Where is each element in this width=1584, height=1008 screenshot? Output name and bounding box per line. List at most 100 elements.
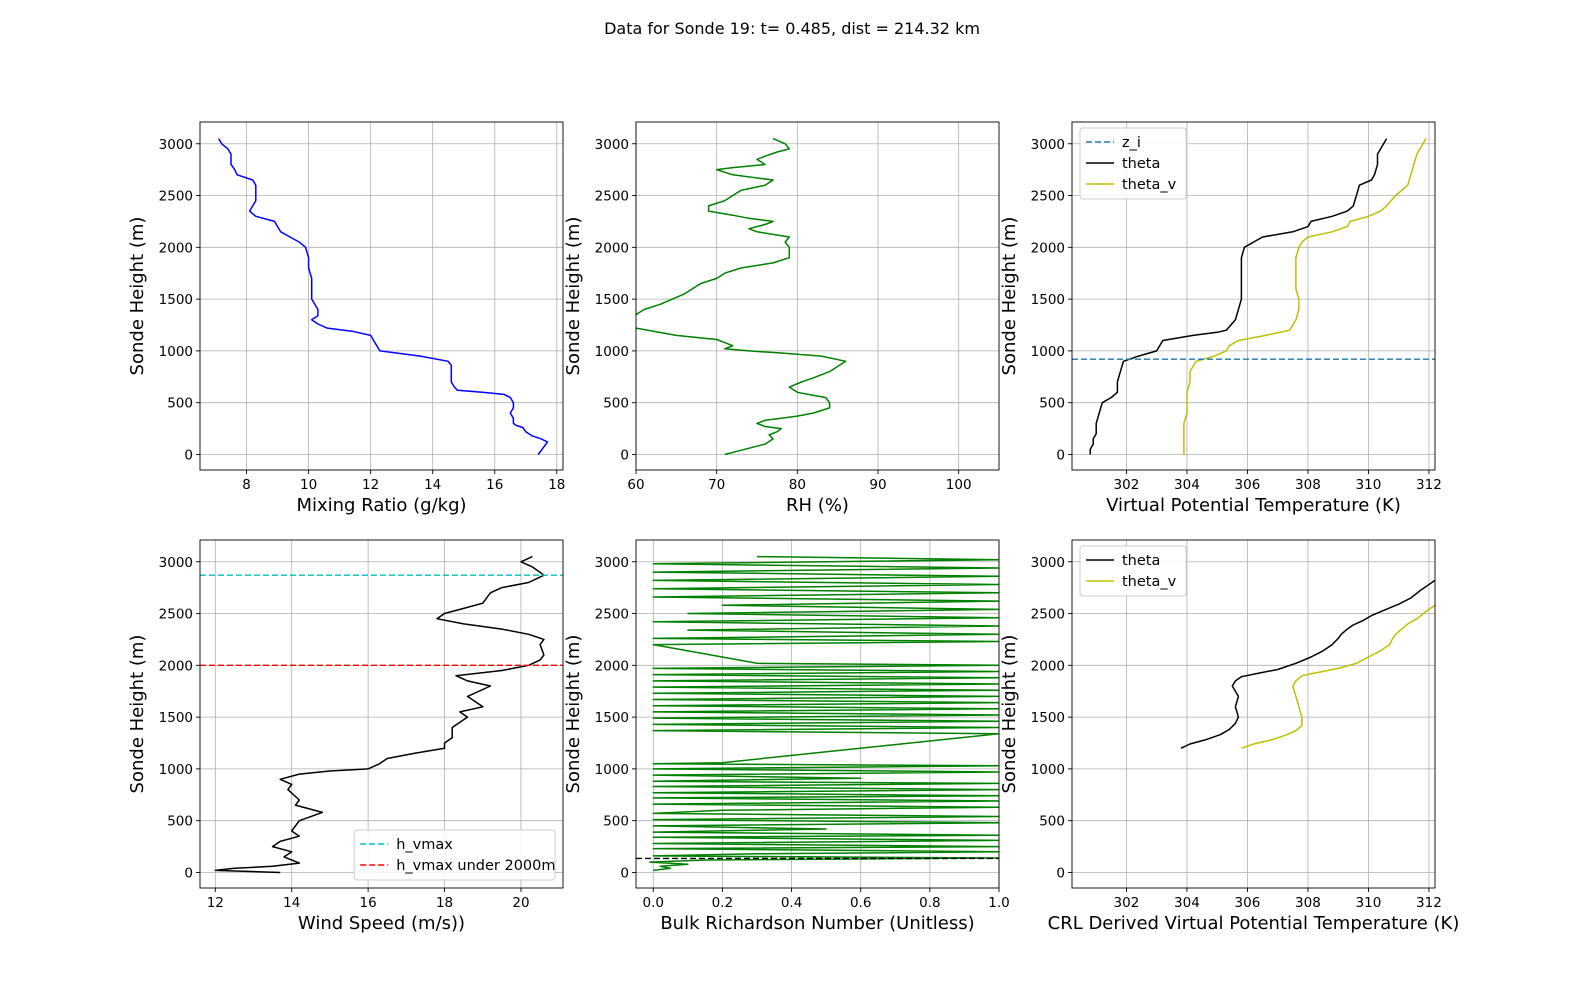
y-axis-label: Sonde Height (m)	[127, 635, 148, 794]
series-line-wind	[214, 555, 545, 874]
y-axis-label: Sonde Height (m)	[563, 217, 584, 376]
axes-frame	[199, 121, 564, 471]
y-tick-label: 500	[603, 814, 629, 830]
y-tick-label: 500	[603, 396, 629, 412]
x-tick-label: 0.8	[919, 895, 940, 911]
x-tick-label: 12	[362, 477, 379, 493]
x-tick-label: 0.2	[712, 895, 733, 911]
chart-panel-mixing: 8 10 12 14 16 18 0 500 1000 1500 2000 2500 3000 Mixin…	[127, 121, 565, 516]
x-tick-label: 16	[360, 895, 377, 911]
y-tick-label: 1500	[1031, 292, 1065, 308]
y-tick-label: 2000	[1031, 658, 1065, 674]
panels-container: 8 10 12 14 16 18050010001500200025003000Mixin…	[127, 121, 1460, 934]
axes-frame	[635, 121, 1000, 471]
y-axis-label: Sonde Height (m)	[563, 635, 584, 794]
y-tick-label: 3000	[595, 137, 629, 153]
y-tick-label: 1500	[595, 710, 629, 726]
series-line-theta	[1180, 579, 1435, 749]
x-tick-label: 90	[869, 477, 886, 493]
y-tick-label: 1000	[159, 344, 193, 360]
x-tick-label: 308	[1295, 477, 1321, 493]
x-tick-label: 0.6	[850, 895, 871, 911]
y-tick-label: 1500	[159, 292, 193, 308]
x-tick-label: 18	[436, 895, 453, 911]
series-line-mixing	[217, 138, 549, 455]
y-tick-label: 3000	[159, 137, 193, 153]
y-tick-label: 2000	[1031, 240, 1065, 256]
series-line-rh	[636, 137, 847, 456]
series-line-richardson	[649, 555, 999, 872]
x-tick-label: 302	[1114, 477, 1140, 493]
y-tick-label: 2000	[595, 240, 629, 256]
legend-box	[1079, 127, 1187, 200]
plot-area	[636, 555, 999, 872]
y-tick-label: 1000	[1031, 762, 1065, 778]
y-tick-label: 2000	[595, 658, 629, 674]
y-tick-label: 3000	[1031, 555, 1065, 571]
legend-label: theta_v	[1122, 177, 1177, 193]
x-tick-label: 20	[512, 895, 529, 911]
chart-panel-crl: 302 304 306 308 310 312 0 500 1000 1500 2000 2500 30…	[999, 539, 1460, 934]
series-line-theta_v	[1241, 604, 1435, 749]
legend-label: h_vmax under 2000m	[396, 858, 555, 874]
x-tick-label: 100	[946, 477, 972, 493]
x-tick-label: 8	[242, 477, 251, 493]
y-tick-label: 2500	[159, 189, 193, 205]
x-tick-label: 12	[207, 895, 224, 911]
y-tick-label: 3000	[1031, 137, 1065, 153]
plot-area	[636, 137, 847, 456]
y-tick-label: 0	[1056, 865, 1065, 881]
series-line-theta_v	[1183, 138, 1427, 455]
y-tick-label: 1000	[595, 344, 629, 360]
x-tick-label: 308	[1295, 895, 1321, 911]
y-tick-label: 0	[620, 865, 629, 881]
chart-panel-wind: 12 14 16 18 20 0 500 1000 1500 2000 2500 3000 Wind S…	[127, 539, 564, 934]
y-tick-label: 1000	[1031, 344, 1065, 360]
x-axis-label: Mixing Ratio (g/kg)	[296, 495, 466, 516]
legend: theta theta_v	[1079, 545, 1187, 597]
axes-frame	[635, 539, 1000, 889]
y-tick-label: 1500	[159, 710, 193, 726]
legend-box	[353, 829, 556, 881]
x-axis-label: Bulk Richardson Number (Unitless)	[660, 913, 974, 934]
x-tick-label: 14	[424, 477, 441, 493]
y-axis-label: Sonde Height (m)	[999, 635, 1020, 794]
plot-area	[217, 138, 549, 455]
chart-panel-richardson: 0.0 0.2 0.4 0.6 0.8 1.0 0 500 1000 1500 2000 2500 30…	[563, 539, 1010, 934]
x-tick-label: 306	[1235, 477, 1261, 493]
legend-label: theta	[1122, 553, 1160, 569]
y-tick-label: 0	[184, 447, 193, 463]
x-tick-label: 80	[789, 477, 806, 493]
legend-label: h_vmax	[396, 837, 453, 853]
y-tick-label: 2000	[159, 240, 193, 256]
x-tick-label: 312	[1416, 477, 1442, 493]
plot-area	[200, 555, 563, 874]
x-axis-label: CRL Derived Virtual Potential Temperatur…	[1048, 913, 1460, 934]
series-line-theta	[1089, 138, 1388, 455]
legend-label: theta	[1122, 156, 1160, 172]
x-axis-label: RH (%)	[786, 495, 849, 516]
x-tick-label: 306	[1235, 895, 1261, 911]
x-axis-label: Virtual Potential Temperature (K)	[1106, 495, 1401, 516]
y-tick-label: 2000	[159, 658, 193, 674]
x-axis-label: Wind Speed (m/s))	[298, 913, 465, 934]
y-tick-label: 1500	[595, 292, 629, 308]
x-tick-label: 304	[1174, 895, 1200, 911]
y-tick-label: 2500	[595, 607, 629, 623]
x-tick-label: 312	[1416, 895, 1442, 911]
y-tick-label: 3000	[595, 555, 629, 571]
y-tick-label: 2500	[159, 607, 193, 623]
x-tick-label: 0.0	[643, 895, 664, 911]
axes-frame	[1071, 121, 1436, 471]
axes-frame	[199, 539, 564, 889]
y-tick-label: 1000	[159, 762, 193, 778]
legend-label: theta_v	[1122, 574, 1177, 590]
y-tick-label: 1500	[1031, 710, 1065, 726]
x-tick-label: 16	[486, 477, 503, 493]
y-tick-label: 500	[167, 814, 193, 830]
y-tick-label: 2500	[1031, 607, 1065, 623]
y-tick-label: 500	[1039, 396, 1065, 412]
chart-panel-theta: 302 304 306 308 310 312 0 500 1000 1500 2000 2500 30…	[999, 121, 1442, 516]
x-tick-label: 1.0	[988, 895, 1009, 911]
